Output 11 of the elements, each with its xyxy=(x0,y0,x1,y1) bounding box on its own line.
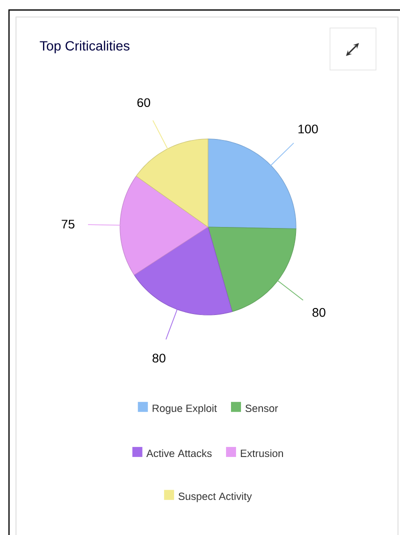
data-label: 75 xyxy=(62,220,74,229)
legend-label: Active Attacks xyxy=(146,449,212,458)
data-label: 100 xyxy=(298,124,318,134)
data-label: 80 xyxy=(312,308,326,317)
data-label: 60 xyxy=(137,98,150,108)
chart-title: Top Criticalities xyxy=(40,40,130,54)
legend-label: Rogue Exploit xyxy=(152,404,217,414)
data-label: 80 xyxy=(152,354,166,363)
legend-label: Sensor xyxy=(245,404,278,412)
legend-label: Extrusion xyxy=(240,449,283,458)
legend-label: Suspect Activity xyxy=(178,492,252,502)
